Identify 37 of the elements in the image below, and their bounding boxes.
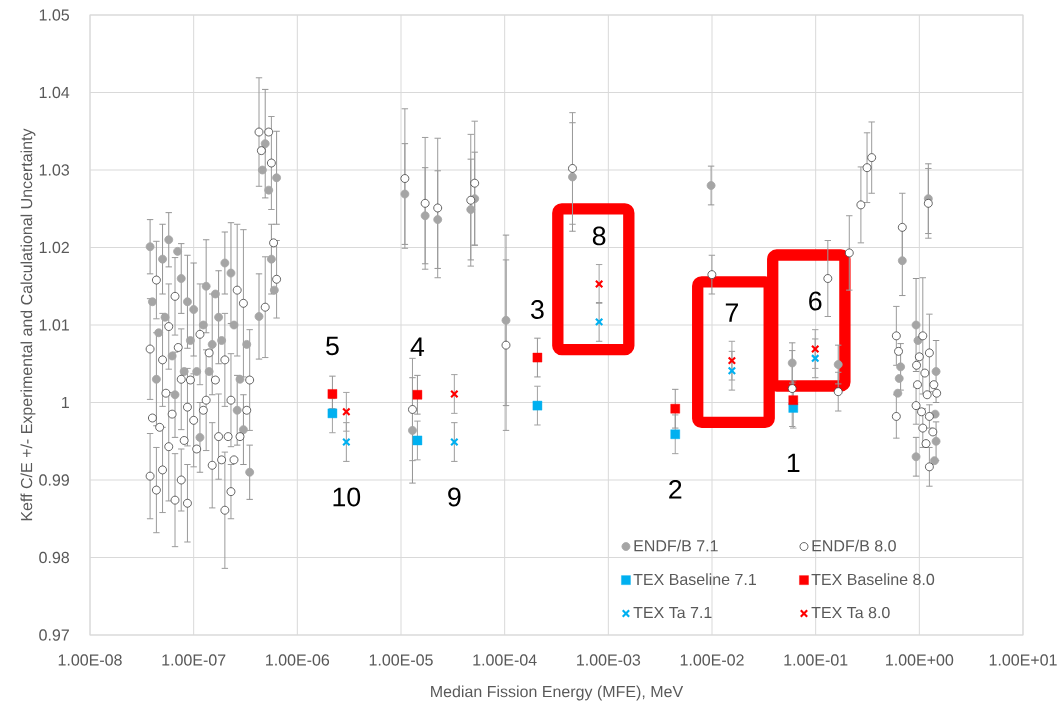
legend-label: TEX Baseline 7.1 xyxy=(633,573,756,586)
x-tick-label: 1.00E-03 xyxy=(577,654,641,666)
y-tick-label: 1.05 xyxy=(39,9,70,21)
x-tick-label: 1.00E+01 xyxy=(989,654,1057,666)
x-tick-label: 1.00E-06 xyxy=(266,654,330,666)
legend-label: TEX Ta 7.1 xyxy=(633,607,712,619)
x-axis-title: Median Fission Energy (MFE), MeV xyxy=(431,685,684,701)
x-tick-label: 1.00E-02 xyxy=(680,654,744,666)
legend-label: ENDF/B 8.0 xyxy=(812,539,896,552)
y-tick-label: 1.02 xyxy=(39,241,69,254)
x-tick-label: 1.00E-04 xyxy=(473,654,537,666)
legend-label: ENDF/B 7.1 xyxy=(634,539,718,552)
annotation: 9 xyxy=(448,487,461,507)
y-tick-label: 1.03 xyxy=(39,164,70,176)
annotation: 2 xyxy=(669,479,682,499)
x-tick-label: 1.00E-08 xyxy=(58,654,122,666)
annotation: 7 xyxy=(725,303,738,322)
x-tick-label: 1.00E-01 xyxy=(784,654,848,666)
legend-label: TEX Ta 8.0 xyxy=(811,606,890,619)
annotation: 5 xyxy=(326,336,339,356)
annotation: 3 xyxy=(531,300,544,319)
x-tick-label: 1.00E+00 xyxy=(886,654,954,666)
annotation: 6 xyxy=(809,291,822,311)
legend-label: TEX Baseline 8.0 xyxy=(811,573,935,586)
annotation: 1 xyxy=(787,453,800,473)
y-tick-label: 0.99 xyxy=(39,474,69,486)
y-tick-label: 0.98 xyxy=(39,551,70,564)
y-axis-title: Keff C/E +/- Experimental and Calculational Uncertainty xyxy=(20,128,36,521)
annotation: 10 xyxy=(333,487,361,507)
y-tick-label: 1.01 xyxy=(39,319,69,331)
annotation: 4 xyxy=(410,337,425,356)
x-tick-label: 1.00E-07 xyxy=(162,654,226,666)
x-tick-label: 1.00E-05 xyxy=(369,654,433,666)
y-tick-label: 1 xyxy=(62,397,69,409)
y-tick-label: 1.04 xyxy=(39,86,70,99)
annotation: 8 xyxy=(592,226,606,246)
y-tick-label: 0.97 xyxy=(39,629,69,641)
